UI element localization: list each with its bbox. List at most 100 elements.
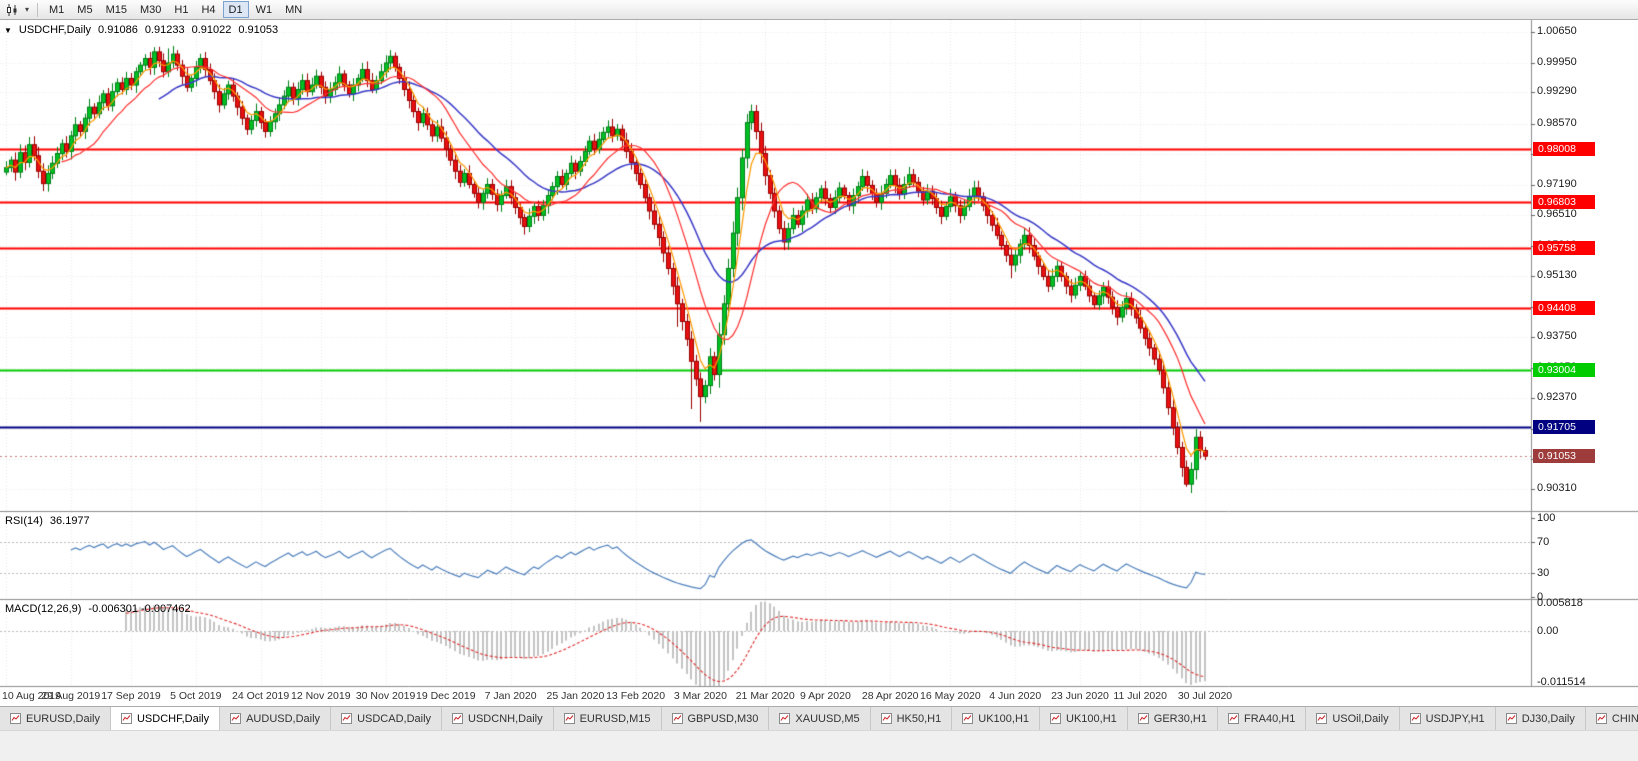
timeframe-button-m15[interactable]: M15 (105, 4, 127, 16)
chart-tab-icon (10, 713, 21, 724)
timeframe-button-mn[interactable]: MN (285, 4, 303, 16)
ohlc-open: 0.91086 (98, 24, 138, 36)
date-axis-label: 7 Jan 2020 (484, 690, 537, 702)
chart-tab-label: CHINA300,H4 (1611, 712, 1638, 725)
price-axis-label: 0.97190 (1537, 177, 1577, 190)
date-axis-label: 11 Jul 2020 (1113, 690, 1167, 702)
chart-tab-usdchf-daily[interactable]: USDCHF,Daily (110, 707, 221, 730)
chart-tab-icon (1409, 713, 1421, 724)
date-axis-label: 3 Mar 2020 (673, 690, 727, 702)
price-axis-label: 0.98570 (1537, 116, 1577, 129)
timeframe-button-w1[interactable]: W1 (255, 4, 273, 16)
price-axis-label: 0.99950 (1537, 55, 1577, 68)
date-axis-label: 10 Aug 2019 (2, 690, 61, 702)
chart-tab-usdcnh-daily[interactable]: USDCNH,Daily (442, 707, 554, 730)
one-click-trading-toggle-icon[interactable]: ▼ (4, 25, 12, 35)
macd-indicator-label: MACD(12,26,9) -0.006301 -0.007462 (5, 603, 191, 615)
chart-tab-icon (1050, 713, 1062, 724)
chart-tab-icon (1595, 713, 1607, 724)
chart-tab-fra40-h1[interactable]: FRA40,H1 (1217, 707, 1307, 730)
date-axis-label: 30 Nov 2019 (355, 690, 416, 702)
macd-axis-label: -0.011514 (1537, 676, 1586, 688)
chart-info-line: ▼ USDCHF,Daily 0.91086 0.91233 0.91022 0… (4, 24, 278, 36)
chart-type-icon[interactable] (3, 2, 21, 18)
chart-tab-icon (671, 713, 683, 724)
date-axis-label: 19 Dec 2019 (416, 690, 476, 702)
chart-tab-icon (779, 713, 791, 724)
level-price-tag[interactable]: 0.95758 (1533, 241, 1595, 256)
chart-tab-label: FRA40,H1 (1243, 712, 1296, 725)
chart-tab-label: USDCHF,Daily (136, 712, 210, 725)
chart-tab-usdcad-daily[interactable]: USDCAD,Daily (331, 707, 443, 730)
rsi-axis-label: 100 (1537, 512, 1556, 524)
macd-values: -0.006301 -0.007462 (88, 603, 191, 615)
chart-tab-uk100-h1[interactable]: UK100,H1 (952, 707, 1041, 730)
date-axis-label: 9 Apr 2020 (799, 690, 851, 702)
date-axis-label: 4 Jun 2020 (989, 690, 1042, 702)
price-axis-label: 0.90310 (1537, 482, 1577, 494)
chart-tab-label: USDCNH,Daily (468, 712, 543, 725)
chart-tab-eurusd-m15[interactable]: EURUSD,M15 (553, 707, 662, 730)
chart-tab-hk50-h1[interactable]: HK50,H1 (870, 707, 953, 730)
rsi-axis-label: 70 (1537, 535, 1550, 548)
level-price-tag[interactable]: 0.96803 (1533, 195, 1595, 210)
chart-tab-eurusd-daily[interactable]: EURUSD,Daily (0, 707, 111, 730)
chart-tab-label: AUDUSD,Daily (246, 712, 321, 725)
level-price-tag[interactable]: 0.98008 (1533, 141, 1595, 156)
date-axis-label: 21 Mar 2020 (735, 690, 795, 702)
level-price-tag[interactable]: 0.93004 (1533, 362, 1595, 377)
chart-symbol: USDCHF,Daily (18, 24, 92, 36)
timeframe-button-m30[interactable]: M30 (139, 4, 162, 16)
price-axis-label: 0.96510 (1537, 207, 1577, 220)
chart-tab-usoil-daily[interactable]: USOil,Daily (1306, 707, 1400, 730)
current-price-tag: 0.91053 (1533, 449, 1595, 464)
level-price-tag[interactable]: 0.94408 (1533, 300, 1595, 315)
ohlc-close: 0.91053 (238, 24, 279, 36)
chart-tab-icon (1137, 713, 1149, 724)
date-axis-label: 30 Jul 2020 (1177, 690, 1233, 702)
date-axis-label: 28 Apr 2020 (861, 690, 919, 702)
chart-tab-label: EURUSD,M15 (579, 712, 651, 725)
price-axis-label: 0.95130 (1537, 268, 1577, 281)
date-axis-label: 23 Jun 2020 (1051, 690, 1109, 702)
chart-tab-icon (341, 713, 353, 724)
chart-type-dropdown-icon[interactable]: ▾ (24, 5, 29, 14)
price-chart-canvas[interactable] (0, 20, 1638, 706)
chart-tab-icon (230, 713, 242, 724)
chart-tab-icon (880, 713, 892, 724)
chart-tabs-bar: EURUSD,Daily USDCHF,Daily AUDUSD,Daily USDC… (0, 706, 1638, 730)
date-axis-label: 24 Oct 2019 (232, 690, 290, 702)
chart-tab-gbpusd-m30[interactable]: GBPUSD,M30 (661, 707, 770, 730)
rsi-axis-label: 0 (1537, 591, 1544, 603)
date-axis-label: 25 Jan 2020 (546, 690, 605, 702)
timeframe-button-h1[interactable]: H1 (174, 4, 189, 16)
price-axis-label: 0.93750 (1537, 329, 1577, 342)
date-axis-label: 13 Feb 2020 (606, 690, 666, 702)
chart-tab-label: USDJPY,H1 (1425, 712, 1485, 725)
chart-tab-ger30-h1[interactable]: GER30,H1 (1127, 707, 1218, 730)
level-price-tag[interactable]: 0.91705 (1533, 420, 1595, 435)
timeframe-button-m5[interactable]: M5 (77, 4, 93, 16)
chart-tab-china300-h4[interactable]: CHINA300,H4 (1585, 707, 1638, 730)
date-axis-label: 5 Oct 2019 (170, 690, 222, 702)
chart-tab-label: USDCAD,Daily (357, 712, 432, 725)
chart-tab-audusd-daily[interactable]: AUDUSD,Daily (220, 707, 332, 730)
chart-tab-xauusd-m5[interactable]: XAUUSD,M5 (769, 707, 871, 730)
macd-axis-label: 0.005818 (1537, 597, 1583, 610)
chart-tab-label: HK50,H1 (896, 712, 942, 725)
chart-tab-uk100-h1[interactable]: UK100,H1 (1040, 707, 1128, 730)
timeframe-button-m1[interactable]: M1 (49, 4, 65, 16)
chart-tab-label: UK100,H1 (1066, 712, 1117, 725)
timeframe-button-h4[interactable]: H4 (201, 4, 216, 16)
ohlc-high: 0.91233 (144, 24, 185, 36)
timeframe-button-d1[interactable]: D1 (222, 1, 249, 18)
price-axis-label: 0.99290 (1537, 85, 1577, 98)
chart-tab-label: GBPUSD,M30 (687, 712, 759, 725)
chart-tab-usdjpy-h1[interactable]: USDJPY,H1 (1399, 707, 1496, 730)
chart-tab-label: UK100,H1 (978, 712, 1030, 725)
date-axis-label: 29 Aug 2019 (41, 690, 101, 702)
date-axis-label: 12 Nov 2019 (291, 690, 351, 702)
chart-tab-dj30-daily[interactable]: DJ30,Daily (1495, 707, 1586, 730)
rsi-indicator-label: RSI(14) 36.1977 (5, 515, 90, 527)
